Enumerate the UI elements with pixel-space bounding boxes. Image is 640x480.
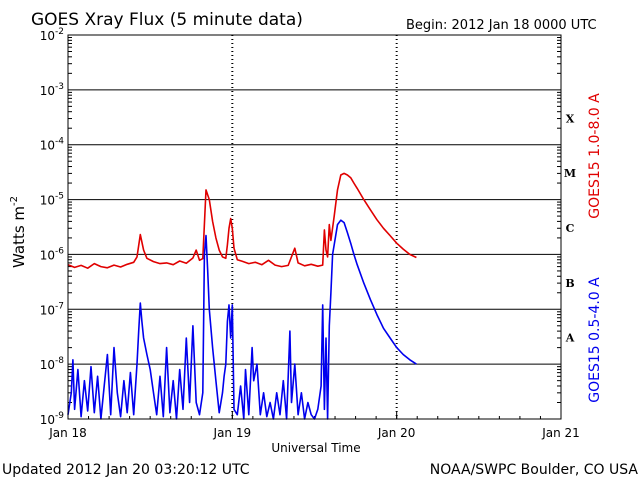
series-lines [67,172,417,420]
y-tick-label-4: 10-5 [40,192,64,208]
updated-timestamp: Updated 2012 Jan 20 03:20:12 UTC [2,462,250,478]
y-tick-label-2: 10-7 [40,301,64,317]
begin-label: Begin: 2012 Jan 18 0000 UTC [406,18,597,33]
flare-class-X: X [566,112,575,125]
y-axis-title-exponent: -2 [9,196,20,206]
y-tick-label-0: 10-9 [40,411,65,427]
credit-label: NOAA/SWPC Boulder, CO USA [430,462,639,478]
series-line-1 [67,172,417,270]
y-tick-label-3: 10-6 [40,246,65,262]
legend-series-1: GOES15 1.0-8.0 A [587,93,603,219]
x-axis-title: Universal Time [271,441,360,455]
plot-frame [67,34,562,420]
y-tick-label-6: 10-3 [40,82,64,98]
flare-class-C: C [566,222,575,235]
x-tick-label-0: Jan 18 [48,426,87,440]
x-tick-labels: Jan 18 Jan 19 Jan 20 Jan 21 [48,426,580,440]
legend-series-2: GOES15 0.5-4.0 A [587,277,603,403]
y-tick-label-5: 10-4 [40,137,65,153]
flare-class-B: B [565,277,574,290]
grid-lines [67,34,562,420]
chart-title: GOES Xray Flux (5 minute data) [31,10,303,30]
flare-class-M: M [564,167,576,180]
y-axis-title-main: Watts m [10,206,28,268]
x-tick-label-2: Jan 20 [377,426,416,440]
x-tick-label-1: Jan 19 [213,426,252,440]
x-tick-label-3: Jan 21 [541,426,580,440]
flare-class-A: A [565,332,575,345]
y-axis-title: Watts m-2 [9,196,28,268]
series-line-2 [67,219,417,420]
y-tick-label-7: 10-2 [40,27,64,43]
flare-class-labels: A B C M X [564,112,576,344]
y-tick-labels: 10-9 10-8 10-7 10-6 10-5 10-4 10-3 10-2 [40,27,65,427]
y-tick-label-1: 10-8 [40,356,65,372]
